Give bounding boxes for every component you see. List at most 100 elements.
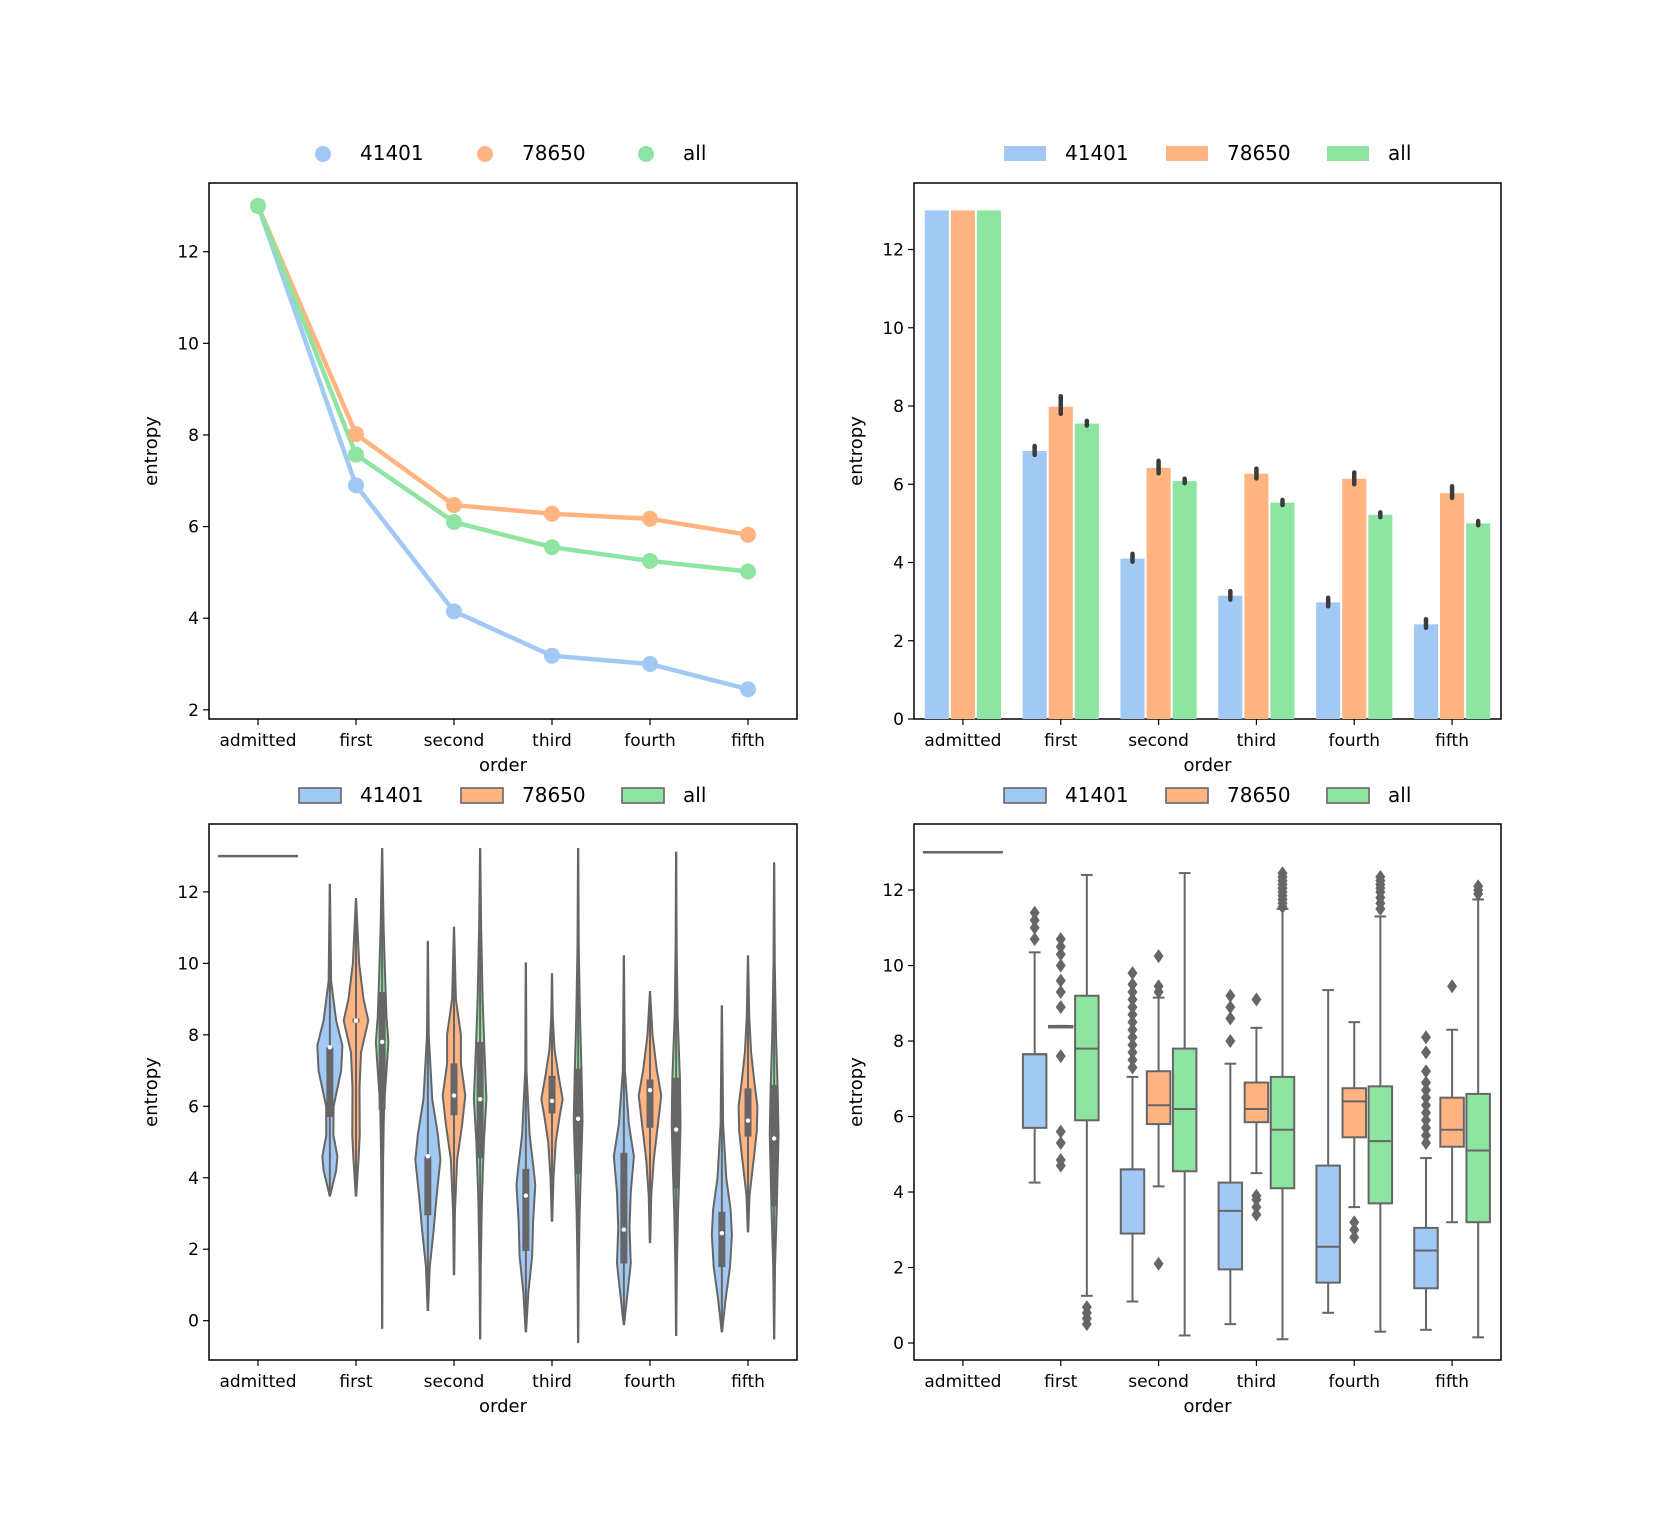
point-78650-third	[544, 505, 560, 522]
box-41401-fifth	[1413, 1226, 1439, 1290]
violin-median-all-third	[575, 1116, 581, 1122]
legend-label-all: all	[683, 783, 706, 807]
box-flier-41401-fifth	[1420, 1105, 1431, 1120]
y-tick-label: 10	[177, 954, 199, 974]
legend-label-41401: 41401	[1065, 141, 1129, 165]
box-flier-41401-fifth	[1420, 1135, 1431, 1150]
legend-marker-all	[638, 146, 654, 162]
legend-patch-78650	[1165, 787, 1209, 804]
y-tick-label: 8	[893, 397, 904, 417]
x-tick-label: second	[1128, 731, 1189, 751]
bar-41401-fourth	[1316, 602, 1341, 719]
y-axis-label: entropy	[846, 1057, 867, 1127]
violin-median-all-second	[477, 1096, 483, 1102]
x-tick-label: fourth	[1328, 731, 1380, 751]
y-tick-label: 4	[188, 1169, 199, 1189]
violin-median-78650-third	[549, 1098, 555, 1104]
x-tick-label: fifth	[731, 731, 765, 751]
box-flier-41401-second	[1127, 992, 1138, 1007]
y-tick-label: 8	[893, 1032, 904, 1052]
y-tick-label: 0	[188, 1312, 199, 1332]
x-tick-label: fourth	[624, 731, 676, 751]
legend-patch-41401	[298, 787, 342, 804]
box-flier-41401-fifth	[1420, 1090, 1431, 1105]
box-flier-41401-second	[1127, 1045, 1138, 1060]
box-flier-41401-fifth	[1420, 1030, 1431, 1045]
legend-patch-78650	[460, 787, 504, 804]
box-flier-all-third	[1277, 866, 1288, 881]
x-tick-label: first	[339, 1372, 373, 1392]
x-tick-label: second	[424, 731, 485, 751]
axes-frame	[913, 182, 1502, 720]
x-tick-label: second	[424, 1372, 485, 1392]
y-axis-label: entropy	[141, 1057, 162, 1127]
y-tick-label: 10	[177, 334, 199, 354]
bar-all-admitted	[976, 210, 1002, 720]
box-flier-78650-fourth	[1349, 1222, 1360, 1237]
point-all-admitted	[250, 197, 266, 214]
series-line-41401	[255, 205, 749, 692]
legend-patch-all	[621, 787, 665, 804]
box-flier-78650-first	[1055, 932, 1066, 947]
bar-78650-admitted	[950, 210, 975, 720]
box-flier-41401-third	[1225, 1034, 1236, 1049]
bar-41401-second	[1120, 558, 1145, 719]
point-78650-fifth	[740, 526, 756, 543]
box-flier-41401-second	[1127, 984, 1138, 999]
point-41401-second	[446, 603, 462, 620]
violin-median-41401-second	[425, 1154, 431, 1159]
box-all-first	[1074, 994, 1100, 1122]
legend-label-all: all	[1388, 141, 1411, 165]
box-flier-41401-fifth	[1420, 1045, 1431, 1060]
violin-median-all-fourth	[673, 1127, 679, 1132]
legend-label-all: all	[1388, 783, 1411, 807]
y-tick-label: 4	[188, 609, 199, 629]
box-41401-first	[1021, 1053, 1048, 1129]
y-tick-label: 10	[882, 957, 904, 977]
violin-median-all-first	[379, 1039, 385, 1045]
x-tick-label: fourth	[624, 1372, 676, 1392]
bar-41401-fifth	[1413, 624, 1439, 719]
box-flier-78650-third	[1251, 992, 1262, 1007]
box-flier-all-first	[1081, 1300, 1092, 1315]
box-flier-41401-first	[1029, 932, 1040, 947]
y-tick-label: 4	[893, 554, 904, 574]
point-all-third	[544, 539, 560, 556]
y-axis-label: entropy	[846, 416, 867, 486]
series-line-78650	[255, 205, 749, 538]
legend-patch-all	[1327, 146, 1369, 161]
violin-median-all-fifth	[771, 1136, 777, 1141]
legend: 41401 78650 all	[1004, 141, 1411, 165]
point-78650-second	[446, 497, 462, 514]
legend-patch-41401	[1003, 787, 1047, 804]
box-flier-41401-fifth	[1420, 1098, 1431, 1113]
legend: 41401 78650 all	[1003, 783, 1411, 807]
box-flier-41401-second	[1127, 977, 1138, 992]
box-flier-41401-first	[1029, 905, 1040, 920]
legend-label-41401: 41401	[1065, 783, 1129, 807]
y-tick-label: 12	[177, 243, 199, 263]
box-flier-78650-first	[1055, 958, 1066, 973]
x-tick-label: second	[1128, 1372, 1189, 1392]
violin-median-41401-fourth	[621, 1227, 627, 1232]
point-all-second	[446, 514, 462, 531]
x-tick-label: third	[532, 731, 572, 751]
point-41401-fourth	[642, 656, 658, 673]
box-41401-second	[1119, 1168, 1146, 1235]
box-flier-78650-first	[1055, 973, 1066, 988]
box-flier-78650-fifth	[1447, 979, 1458, 994]
box-flier-78650-first	[1055, 1049, 1066, 1064]
x-tick-label: third	[532, 1372, 572, 1392]
legend-label-all: all	[683, 141, 706, 165]
x-tick-label: fifth	[1435, 1372, 1469, 1392]
y-tick-label: 0	[893, 1334, 904, 1354]
box-flier-41401-second	[1127, 1015, 1138, 1030]
point-41401-first	[348, 477, 364, 494]
y-tick-label: 10	[882, 319, 904, 339]
box-flier-78650-second	[1153, 1256, 1164, 1271]
box-flier-78650-fourth	[1349, 1230, 1360, 1245]
bar-78650-fourth	[1342, 478, 1367, 719]
violin-median-78650-fourth	[647, 1088, 653, 1093]
y-tick-label: 2	[188, 1240, 199, 1260]
point-41401-third	[544, 647, 560, 664]
